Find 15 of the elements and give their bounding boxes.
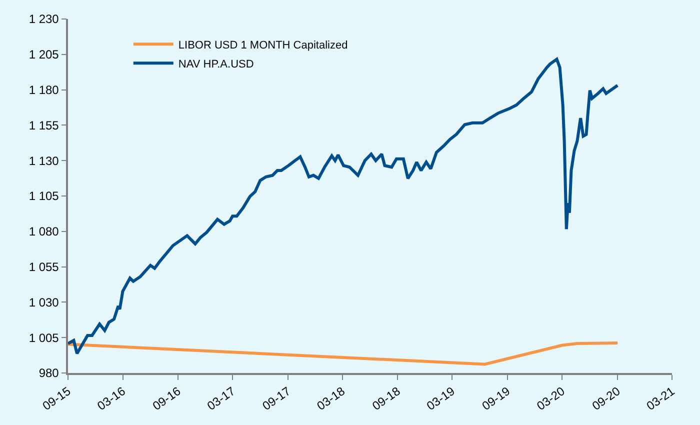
y-tick-label: 1 105 [28,189,60,204]
y-tick-label: 1 130 [28,154,60,168]
line-series [68,58,620,355]
legend-label: LIBOR USD 1 MONTH Capitalized [178,39,348,52]
y-tick-label: 1 155 [28,118,60,132]
line-series [68,341,620,366]
y-tick-label: 1 080 [28,224,60,239]
y-tick-label: 1 180 [28,83,60,97]
y-tick-label: 1 030 [28,295,60,310]
y-tick-label: 980 [38,366,60,380]
y-tick-label: 1 005 [28,330,60,345]
legend-label: NAV HP.A.USD [178,58,254,70]
y-tick-label: 1 230 [28,12,60,26]
y-tick-label: 1 055 [28,260,60,274]
y-tick-label: 1 205 [28,48,60,62]
